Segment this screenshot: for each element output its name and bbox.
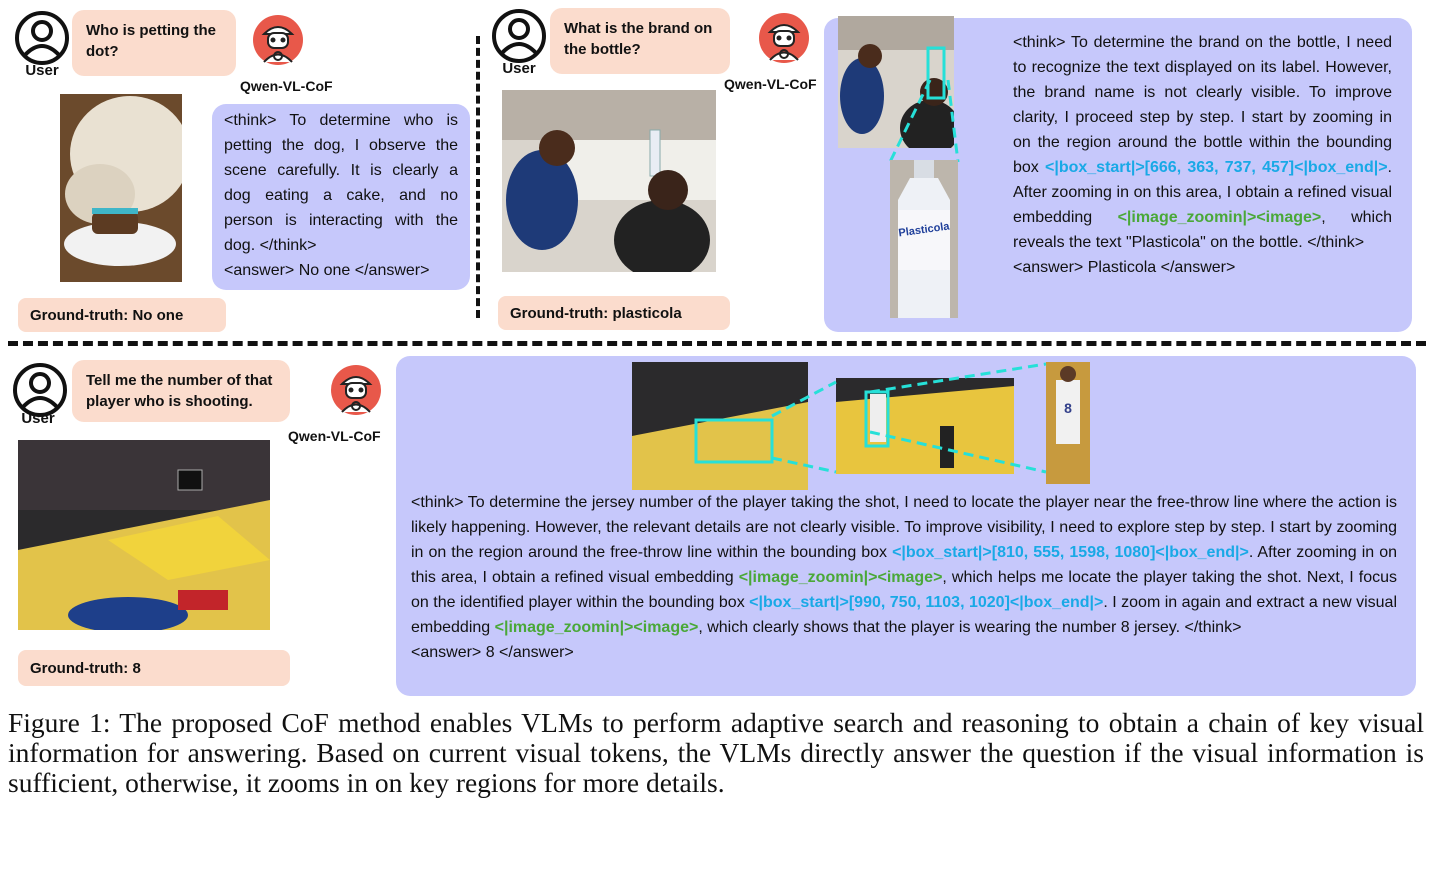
box-token: <|box_start|>[666, 363, 737, 457]<|box_e… xyxy=(1045,159,1388,176)
player-zoom-2: 8 xyxy=(1046,362,1090,484)
user-label: User xyxy=(21,410,55,427)
basketball-illustration xyxy=(18,440,270,630)
zoom-token: <|image_zoomin|><image> xyxy=(738,569,943,586)
horizontal-divider xyxy=(8,341,1426,346)
classroom-photo xyxy=(502,90,716,272)
think-text: <think> To determine who is petting the … xyxy=(224,112,458,254)
question-bubble-1: Who is petting the dot? xyxy=(72,10,236,76)
classroom-illustration xyxy=(502,90,716,272)
box-token: <|box_start|>[990, 750, 1103, 1020]<|box… xyxy=(749,594,1104,611)
think-text: . After zooming in on this area, I obtai… xyxy=(1013,159,1392,226)
ground-truth-2: Ground-truth: plasticola xyxy=(498,296,730,330)
question-bubble-3: Tell me the number of that player who is… xyxy=(72,360,290,422)
zoom-token: <|image_zoomin|><image> xyxy=(494,619,699,636)
zoom-connector-lines xyxy=(771,362,1047,474)
zoom-connector-lines xyxy=(888,79,960,163)
bottle-illustration xyxy=(890,160,958,318)
court-zoom-illustration xyxy=(836,378,1014,474)
bottle-zoom-photo: Plasticola xyxy=(890,160,958,318)
think-text: , which reveals the text "Plasticola" on… xyxy=(1013,209,1392,251)
ground-truth-3: Ground-truth: 8 xyxy=(18,650,290,686)
court-zoom-1 xyxy=(836,378,1014,474)
think-text-2: <think> To determine the brand on the bo… xyxy=(1013,30,1392,280)
think-text: <think> To determine the jersey number o… xyxy=(411,494,1397,561)
classroom-thumbnail xyxy=(838,16,954,148)
think-text: . After zooming in on this area, I obtai… xyxy=(411,544,1398,586)
vertical-divider xyxy=(476,36,480,318)
answer-text: <answer> Plasticola </answer> xyxy=(1013,259,1236,276)
user-avatar-icon xyxy=(13,363,67,417)
court-thumbnail-illustration xyxy=(632,362,808,490)
answer-bubble-1: <think> To determine who is petting the … xyxy=(212,104,470,290)
robot-detective-icon xyxy=(331,365,381,415)
box-token: <|box_start|>[810, 555, 1598, 1080]<|box… xyxy=(892,544,1249,561)
user-label: User xyxy=(502,60,536,77)
answer-text: <answer> 8 </answer> xyxy=(411,644,574,661)
question-bubble-2: What is the brand on the bottle? xyxy=(550,8,730,74)
think-text: <think> To determine the brand on the bo… xyxy=(1013,34,1392,176)
robot-detective-icon xyxy=(253,15,303,65)
user-label: User xyxy=(25,62,59,79)
answer-text: <answer> No one </answer> xyxy=(224,262,430,279)
zoom-token: <|image_zoomin|><image> xyxy=(1117,209,1322,226)
court-thumbnail xyxy=(632,362,808,490)
user-avatar-icon xyxy=(492,9,546,63)
user-avatar-icon xyxy=(15,11,69,65)
model-label: Qwen-VL-CoF xyxy=(240,78,333,94)
dog-cake-photo xyxy=(60,94,182,282)
robot-detective-icon xyxy=(759,13,809,63)
jersey-number: 8 xyxy=(1064,400,1072,416)
think-text: . I zoom in again and extract a new visu… xyxy=(411,594,1397,636)
ground-truth-1: Ground-truth: No one xyxy=(18,298,226,332)
basketball-photo xyxy=(18,440,270,630)
think-text: , which helps me locate the player takin… xyxy=(411,569,1397,611)
model-label: Qwen-VL-CoF xyxy=(288,428,381,444)
think-text: , which clearly shows that the player is… xyxy=(698,619,1242,636)
classroom-thumbnail-illustration xyxy=(838,16,954,148)
player-zoom-illustration xyxy=(1046,362,1090,484)
think-text-3: <think> To determine the jersey number o… xyxy=(411,490,1397,665)
figure-caption: Figure 1: The proposed CoF method enable… xyxy=(8,707,1424,798)
model-label: Qwen-VL-CoF xyxy=(724,76,817,92)
dog-cake-illustration xyxy=(60,94,182,282)
